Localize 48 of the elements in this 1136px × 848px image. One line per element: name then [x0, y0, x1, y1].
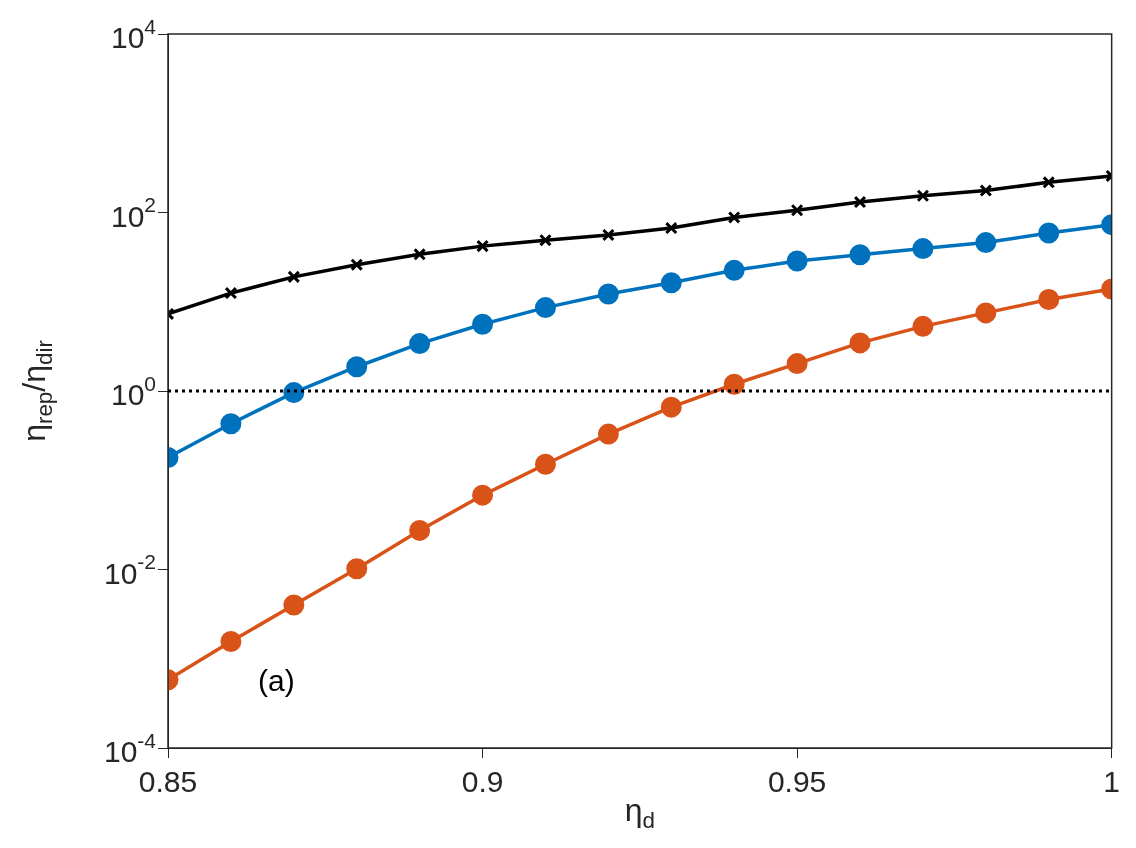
point	[660, 396, 682, 418]
point	[597, 423, 619, 445]
point	[1038, 222, 1060, 244]
point	[287, 270, 301, 284]
point	[1038, 288, 1060, 310]
point	[723, 373, 745, 395]
point	[350, 258, 364, 272]
point	[220, 413, 242, 435]
point	[597, 283, 619, 305]
point	[1042, 175, 1056, 189]
point	[601, 228, 615, 242]
x-tick-label: 1	[1103, 765, 1120, 799]
point	[346, 558, 368, 580]
point	[409, 333, 431, 355]
point	[723, 259, 745, 281]
point	[472, 484, 494, 506]
point	[912, 238, 934, 260]
point	[849, 332, 871, 354]
point	[534, 453, 556, 475]
point	[849, 244, 871, 266]
point	[283, 594, 305, 616]
point	[660, 272, 682, 294]
point	[283, 382, 305, 404]
point	[979, 184, 993, 198]
point	[413, 247, 427, 261]
point	[916, 189, 930, 203]
point	[534, 297, 556, 319]
x-tick-label: 0.95	[767, 765, 827, 799]
point	[786, 250, 808, 272]
point	[409, 519, 431, 541]
annotation: (a)	[258, 664, 295, 698]
point	[790, 203, 804, 217]
point	[727, 211, 741, 224]
point	[476, 239, 489, 253]
point	[346, 356, 368, 378]
point	[664, 221, 678, 235]
x-tick-label: 0.9	[461, 765, 504, 799]
point	[912, 315, 934, 337]
point	[786, 353, 808, 375]
point	[472, 313, 494, 335]
point	[975, 302, 997, 324]
point	[539, 233, 552, 247]
point	[975, 232, 997, 254]
y-axis-title: ηrep/ηdir	[15, 339, 57, 442]
point	[853, 195, 867, 209]
point	[224, 286, 238, 300]
x-tick-label: 0.85	[138, 765, 198, 799]
point	[220, 631, 242, 653]
